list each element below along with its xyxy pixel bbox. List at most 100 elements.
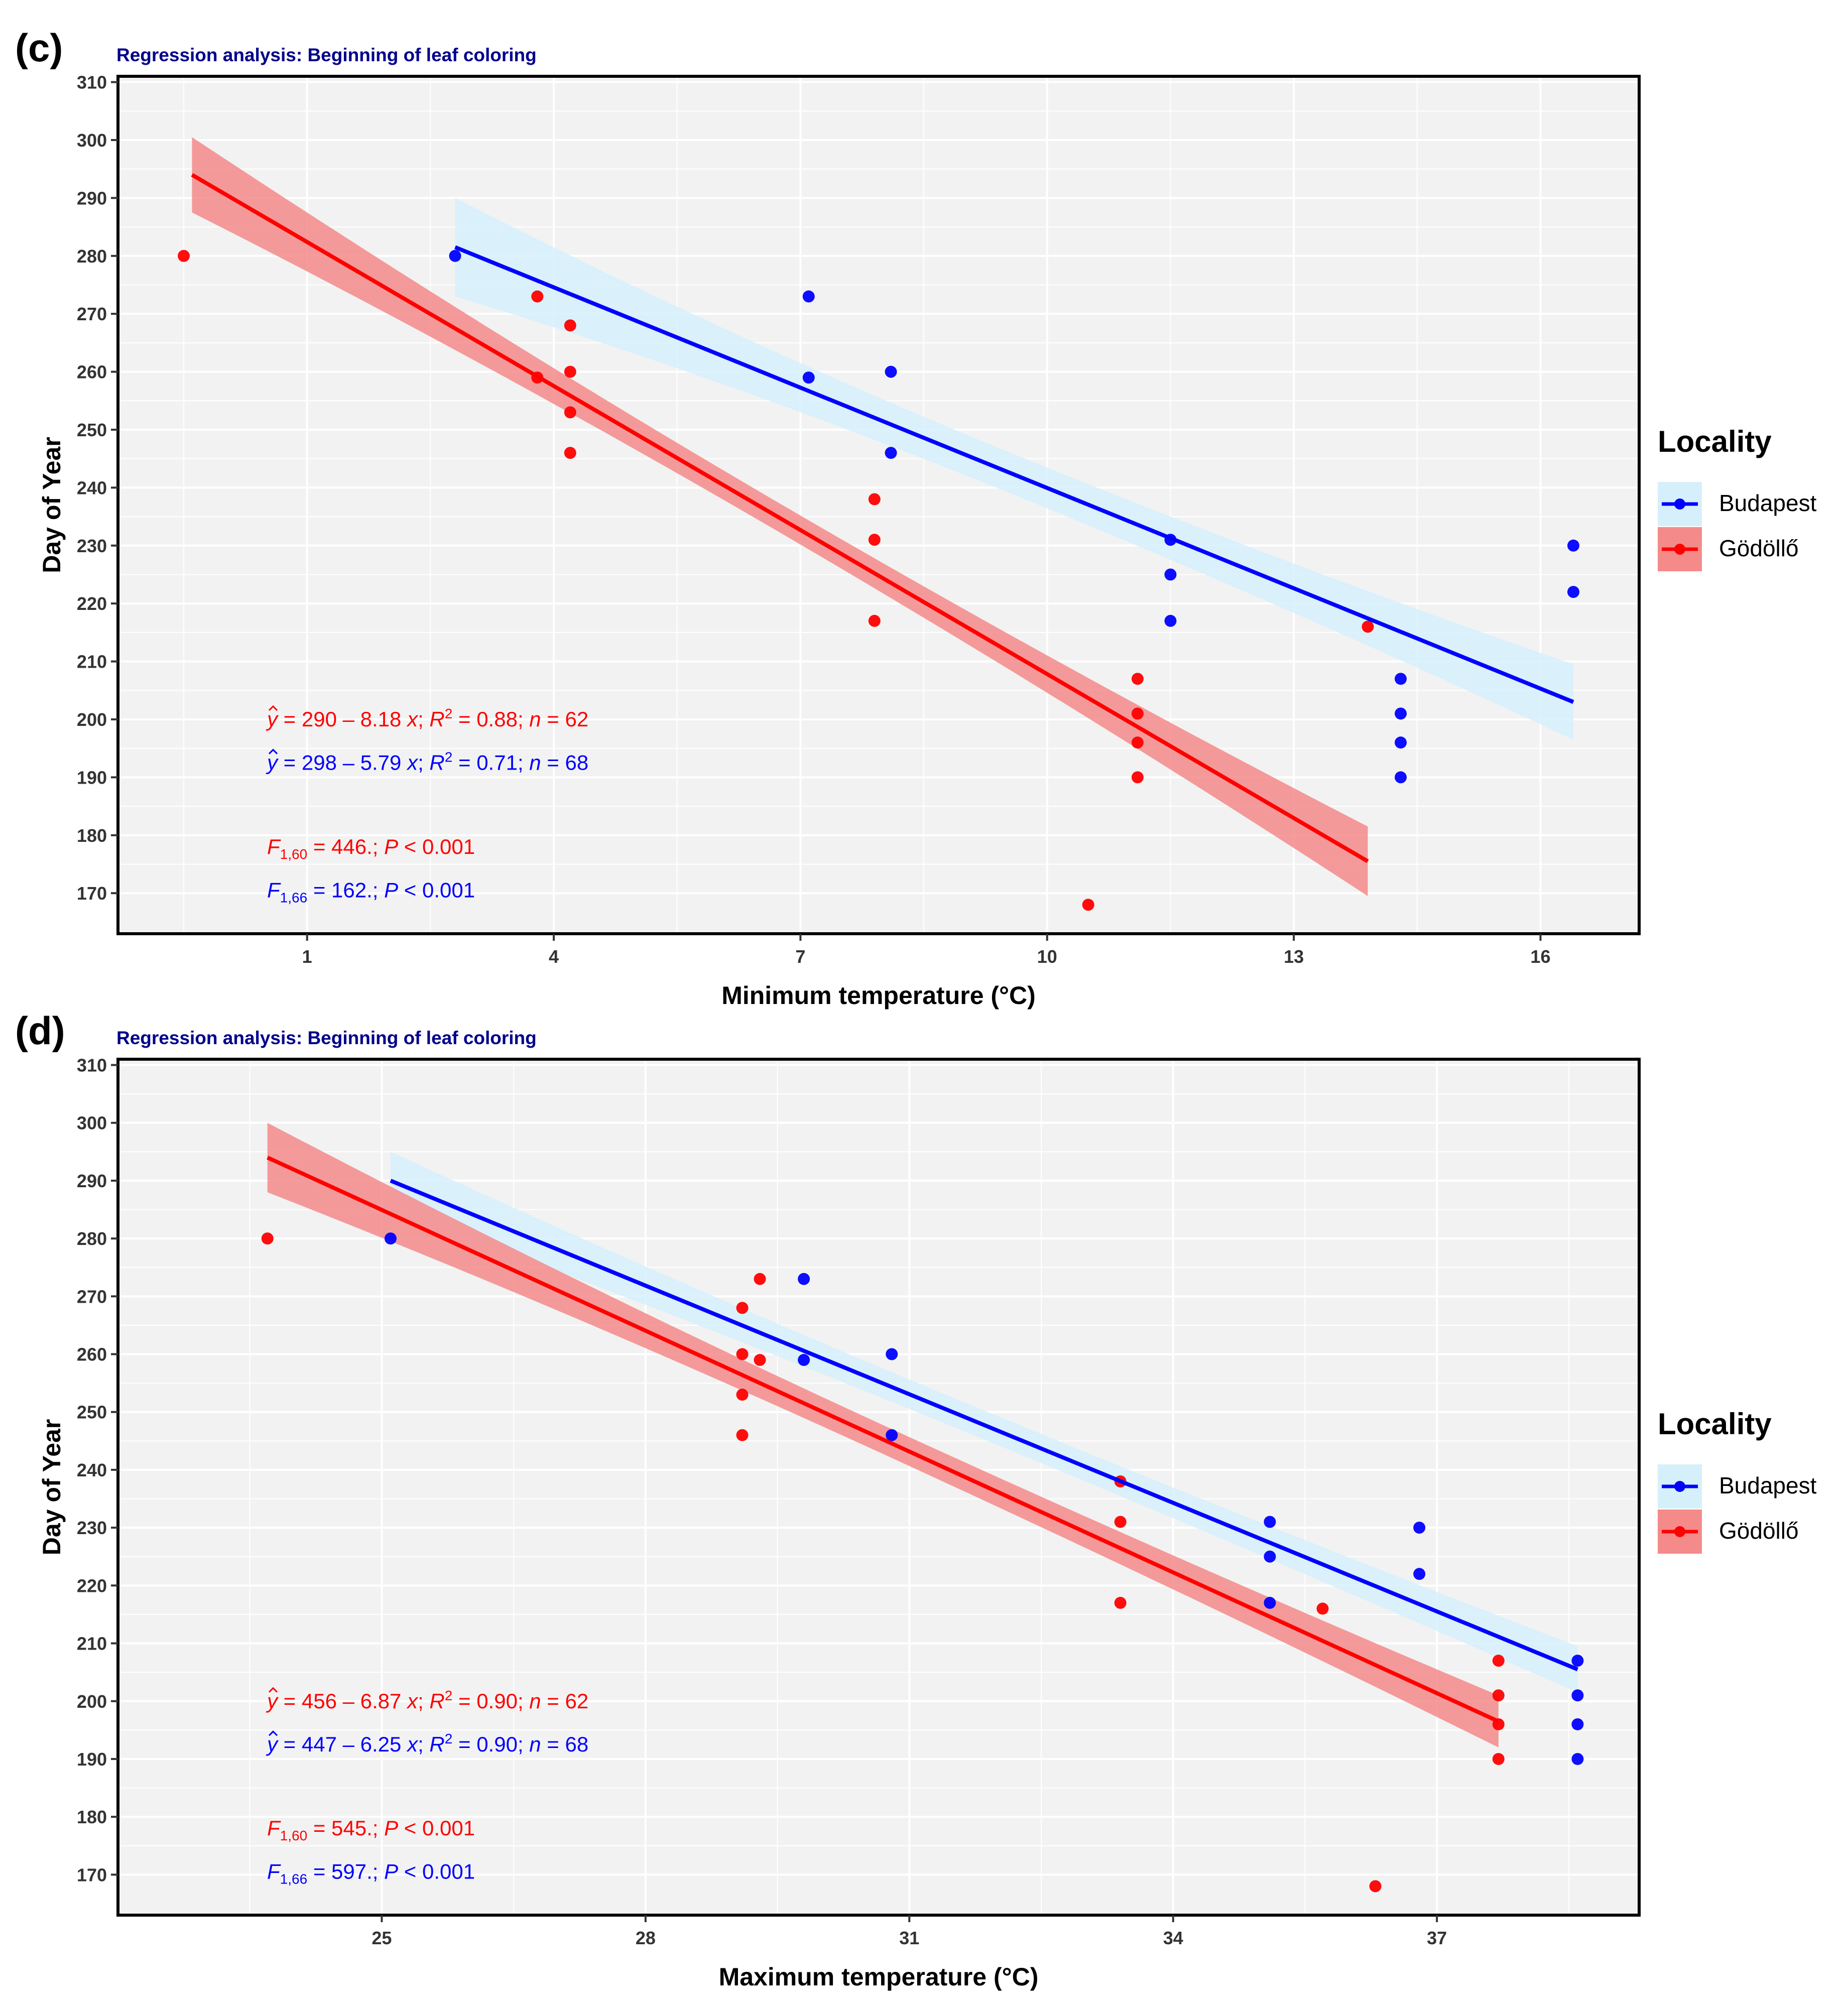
data-point-budapest xyxy=(1571,1655,1584,1667)
data-point-godollo xyxy=(1131,771,1144,784)
annotation-equation: = 456 – 6.87 xyxy=(278,1689,407,1713)
y-axis-title: Day of Year xyxy=(38,437,66,573)
data-point-godollo xyxy=(868,534,881,546)
y-tick-label: 260 xyxy=(77,1344,107,1365)
panel-label: (c) xyxy=(15,26,63,70)
annotation-r2-value: = 0.90; xyxy=(452,1689,529,1713)
chart-title: Regression analysis: Beginning of leaf c… xyxy=(116,1028,537,1048)
y-tick-label: 180 xyxy=(77,1807,107,1827)
annotation-x: x xyxy=(406,1732,419,1756)
legend-key-point xyxy=(1674,544,1685,555)
annotation-line: y = 290 – 8.18 x; R2 = 0.88; n = 62 xyxy=(266,706,588,731)
y-tick-label: 190 xyxy=(77,767,107,788)
annotation-sub: 1,60 xyxy=(280,846,308,862)
minor-gridlines xyxy=(118,1059,1639,1915)
points-godollo xyxy=(261,1232,1505,1893)
data-point-budapest xyxy=(1395,673,1407,685)
data-point-godollo xyxy=(564,319,576,332)
data-point-godollo xyxy=(1492,1655,1505,1667)
x-tick-label: 10 xyxy=(1037,946,1057,967)
panel-d: (d) Regression analysis: Beginning of lea… xyxy=(15,1009,1817,1991)
annotation-line: F1,66 = 162.; P < 0.001 xyxy=(267,878,475,905)
legend-label-godollo: Gödöllő xyxy=(1719,535,1799,561)
data-point-budapest xyxy=(885,447,897,459)
confidence-band-budapest xyxy=(455,198,1573,740)
legend-label-godollo: Gödöllő xyxy=(1719,1518,1799,1544)
legend: Locality Budapest Gödöllő xyxy=(1658,1407,1817,1554)
data-point-budapest xyxy=(1164,568,1177,581)
data-point-budapest xyxy=(886,1348,898,1360)
y-tick-label: 170 xyxy=(77,883,107,904)
points-budapest xyxy=(449,249,1579,784)
annotation-x: x xyxy=(406,751,419,775)
annotation-n: n xyxy=(529,707,541,731)
y-tick-label: 220 xyxy=(77,593,107,614)
annotation-yhat: y xyxy=(266,707,279,731)
annotation-P: P xyxy=(384,1860,398,1884)
legend-label-budapest: Budapest xyxy=(1719,490,1817,516)
data-point-godollo xyxy=(1082,899,1094,911)
x-tick-label: 28 xyxy=(636,1928,656,1948)
data-point-budapest xyxy=(1567,586,1579,598)
data-point-budapest xyxy=(1264,1596,1276,1609)
legend-title: Locality xyxy=(1658,425,1772,458)
data-point-godollo xyxy=(1362,620,1374,633)
plot-background xyxy=(118,76,1639,934)
annotation-sup: 2 xyxy=(445,749,453,765)
annotation-r2-value: = 0.88; xyxy=(452,707,529,731)
annotation-r: R xyxy=(429,1732,444,1756)
data-point-budapest xyxy=(1395,771,1407,784)
data-point-godollo xyxy=(178,249,190,262)
data-point-budapest xyxy=(802,290,815,303)
y-tick-label: 210 xyxy=(77,652,107,672)
y-tick-label: 250 xyxy=(77,420,107,440)
y-tick-label: 270 xyxy=(77,304,107,324)
x-tick-label: 31 xyxy=(899,1928,919,1948)
annotation-r: R xyxy=(429,1689,444,1713)
y-tick-label: 240 xyxy=(77,477,107,498)
annotation-line: F1,60 = 545.; P < 0.001 xyxy=(267,1816,475,1843)
data-point-godollo xyxy=(754,1273,766,1285)
y-tick-label: 170 xyxy=(77,1864,107,1885)
data-point-budapest xyxy=(1567,539,1579,552)
data-point-godollo xyxy=(868,493,881,506)
x-tick-label: 13 xyxy=(1284,946,1304,967)
legend-label-budapest: Budapest xyxy=(1719,1472,1817,1498)
annotation-sep: ; xyxy=(418,1689,429,1713)
data-point-godollo xyxy=(564,406,576,419)
y-tick-label: 300 xyxy=(77,1113,107,1134)
annotation-F: F xyxy=(267,878,281,902)
data-point-budapest xyxy=(1413,1522,1426,1534)
x-tick-label: 4 xyxy=(549,946,559,967)
annotation-x: x xyxy=(406,707,419,731)
data-point-budapest xyxy=(1264,1516,1276,1528)
y-tick-label: 190 xyxy=(77,1749,107,1770)
annotation-F: F xyxy=(267,835,281,858)
y-tick-label: 180 xyxy=(77,825,107,846)
annotation-F: F xyxy=(267,1860,281,1884)
data-point-budapest xyxy=(1395,736,1407,749)
annotation-sub: 1,66 xyxy=(280,1871,308,1887)
annotation-r2-value: = 0.71; xyxy=(452,751,529,775)
plot-border xyxy=(116,1058,1641,1917)
data-point-budapest xyxy=(1395,707,1407,720)
confidence-band-budapest xyxy=(390,1152,1578,1693)
data-point-godollo xyxy=(1369,1880,1382,1893)
annotation-P-value: < 0.001 xyxy=(398,835,475,858)
data-point-godollo xyxy=(1492,1752,1505,1765)
annotation-line: F1,60 = 446.; P < 0.001 xyxy=(267,835,475,862)
annotation-n: n xyxy=(529,1689,541,1713)
data-point-budapest xyxy=(1571,1718,1584,1730)
annotation-n: n xyxy=(529,751,541,775)
legend: Locality Budapest Gödöllő xyxy=(1658,425,1817,571)
y-tick-label: 310 xyxy=(77,72,107,93)
x-tick-label: 25 xyxy=(372,1928,392,1948)
hat-accent xyxy=(268,1730,278,1736)
y-tick-label: 270 xyxy=(77,1286,107,1307)
data-point-budapest xyxy=(885,365,897,378)
annotation-yhat: y xyxy=(266,1732,279,1756)
data-point-godollo xyxy=(1114,1516,1127,1528)
annotation-line: y = 298 – 5.79 x; R2 = 0.71; n = 68 xyxy=(266,749,588,775)
points-budapest xyxy=(384,1232,1584,1765)
